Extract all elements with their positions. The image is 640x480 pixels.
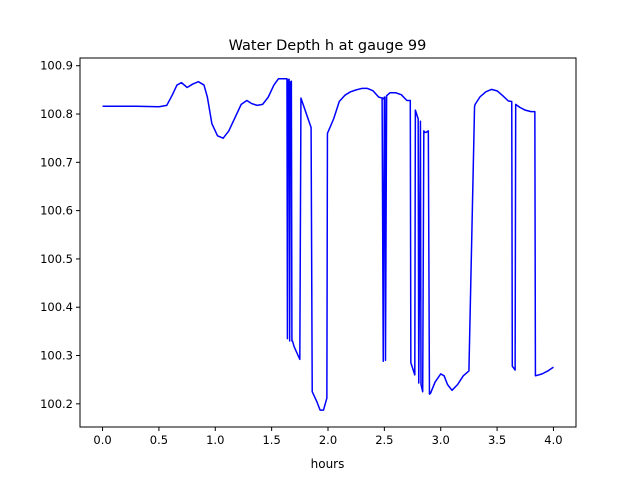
x-tick-label: 3.0 [432, 433, 450, 447]
y-tick-label: 100.5 [40, 252, 73, 266]
x-tick-label: 2.5 [375, 433, 393, 447]
chart-title: Water Depth h at gauge 99 [229, 38, 427, 54]
y-tick-label: 100.4 [40, 300, 73, 314]
x-tick-label: 4.0 [544, 433, 562, 447]
y-tick-label: 100.8 [40, 107, 73, 121]
x-tick-label: 2.0 [319, 433, 337, 447]
y-tick-label: 100.3 [40, 349, 73, 363]
y-tick-label: 100.2 [40, 397, 73, 411]
y-tick-label: 100.6 [40, 204, 73, 218]
x-tick-label: 1.0 [206, 433, 224, 447]
x-tick-label: 0.0 [93, 433, 111, 447]
y-tick-label: 100.7 [40, 155, 73, 169]
plot-area: 0.0 0.5 1.0 1.5 2.0 2.5 3.0 3.5 4.0 100.2 100.3 100… [40, 57, 577, 447]
x-axis-label: hours [311, 457, 345, 471]
series-line [102, 78, 554, 411]
x-tick-label: 0.5 [150, 433, 168, 447]
axes-frame [79, 57, 577, 428]
x-tick-label: 1.5 [262, 433, 280, 447]
x-tick-label: 3.5 [488, 433, 506, 447]
y-tick-label: 100.9 [40, 59, 73, 73]
